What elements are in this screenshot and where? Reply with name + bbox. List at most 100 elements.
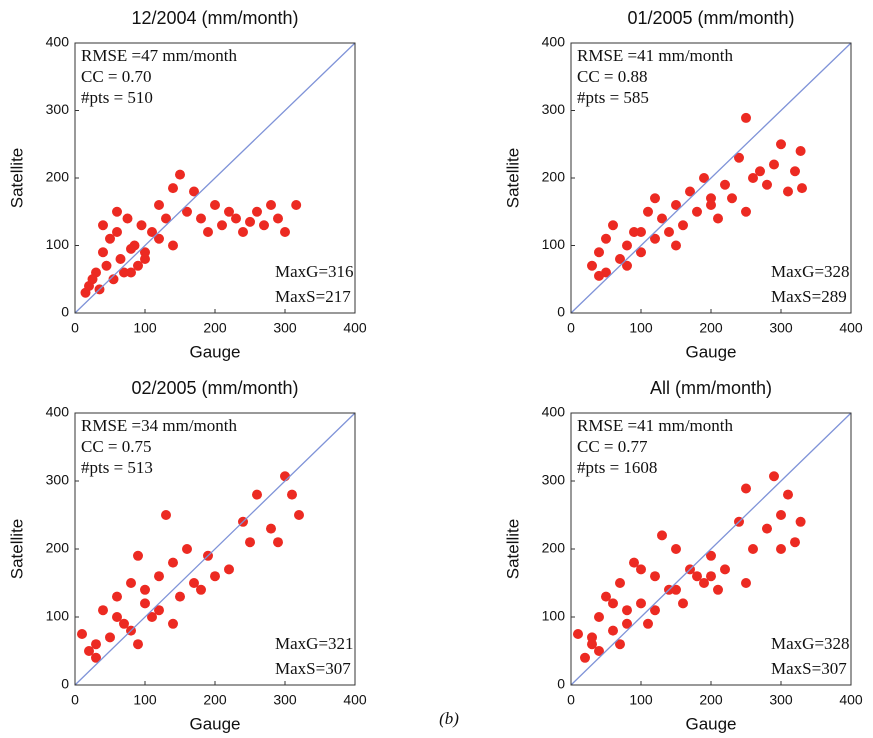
x-tick-label: 200 bbox=[203, 320, 227, 336]
one-to-one-line bbox=[74, 412, 356, 686]
point bbox=[650, 605, 660, 616]
point bbox=[168, 240, 178, 251]
annotation: MaxG=328 bbox=[771, 262, 850, 281]
point bbox=[650, 571, 660, 582]
point bbox=[629, 227, 639, 237]
point bbox=[140, 584, 150, 595]
annotation: RMSE =41 mm/month bbox=[577, 46, 733, 65]
x-tick-label: 200 bbox=[203, 692, 227, 708]
point bbox=[594, 612, 604, 622]
point bbox=[175, 591, 185, 602]
point bbox=[122, 213, 133, 224]
y-tick-label: 100 bbox=[542, 608, 566, 624]
x-tick-label: 0 bbox=[71, 692, 79, 708]
plot-frame bbox=[570, 412, 852, 686]
one-to-one-line bbox=[74, 42, 356, 314]
panel: 01/2005 (mm/month) Gauge Satellite 0 100 200 3… bbox=[503, 8, 862, 362]
point bbox=[734, 152, 744, 163]
point bbox=[266, 200, 276, 210]
point bbox=[713, 213, 723, 224]
y-tick-label: 200 bbox=[46, 540, 70, 556]
x-tick-label: 300 bbox=[273, 692, 297, 708]
point bbox=[762, 179, 772, 190]
point bbox=[133, 639, 143, 650]
point bbox=[720, 564, 730, 575]
point bbox=[755, 166, 765, 177]
x-tick-label: 100 bbox=[133, 692, 157, 708]
annotation: MaxS=217 bbox=[275, 287, 351, 306]
point bbox=[664, 227, 674, 237]
point bbox=[105, 632, 115, 643]
point bbox=[115, 254, 126, 264]
point bbox=[706, 550, 716, 561]
annotation: MaxG=321 bbox=[275, 634, 354, 653]
y-tick-label: 300 bbox=[46, 472, 70, 488]
point bbox=[657, 213, 667, 224]
x-axis-label: Gauge bbox=[685, 342, 736, 361]
x-tick-label: 400 bbox=[839, 320, 863, 336]
point bbox=[98, 247, 108, 258]
point bbox=[224, 206, 234, 217]
point bbox=[650, 233, 660, 244]
point bbox=[217, 220, 227, 231]
y-tick-label: 300 bbox=[542, 101, 566, 117]
point bbox=[182, 206, 192, 217]
point bbox=[168, 618, 178, 629]
point bbox=[168, 557, 178, 568]
y-axis-label: Satellite bbox=[7, 519, 26, 579]
y-tick-label: 100 bbox=[46, 236, 70, 252]
point bbox=[294, 510, 304, 520]
point bbox=[699, 173, 709, 183]
point bbox=[126, 578, 136, 588]
x-tick-label: 300 bbox=[273, 320, 297, 336]
point bbox=[154, 200, 164, 210]
annotation: RMSE =34 mm/month bbox=[81, 416, 237, 435]
point bbox=[741, 112, 751, 123]
point bbox=[636, 598, 646, 609]
point bbox=[77, 629, 87, 639]
point bbox=[259, 220, 269, 231]
point bbox=[280, 227, 290, 237]
point bbox=[594, 270, 604, 281]
point bbox=[84, 646, 94, 656]
y-axis-label: Satellite bbox=[7, 148, 26, 208]
point bbox=[608, 598, 618, 609]
point bbox=[108, 274, 119, 285]
y-tick-label: 0 bbox=[61, 304, 69, 320]
annotation: #pts = 585 bbox=[577, 88, 649, 107]
annotation: MaxG=328 bbox=[771, 634, 850, 653]
point bbox=[643, 206, 653, 217]
point bbox=[126, 267, 136, 278]
point bbox=[129, 240, 140, 251]
point bbox=[594, 247, 604, 258]
point bbox=[210, 571, 220, 582]
annotation: CC = 0.70 bbox=[81, 67, 152, 86]
point bbox=[650, 193, 660, 204]
point bbox=[119, 618, 129, 629]
point bbox=[112, 206, 122, 217]
y-tick-label: 400 bbox=[542, 34, 566, 50]
y-tick-label: 300 bbox=[542, 472, 566, 488]
point bbox=[636, 227, 646, 237]
point bbox=[189, 186, 199, 197]
point bbox=[622, 618, 632, 629]
point bbox=[147, 227, 157, 237]
panel-title: 02/2005 (mm/month) bbox=[131, 378, 298, 398]
plot-frame bbox=[74, 42, 356, 314]
point bbox=[273, 537, 283, 548]
point bbox=[671, 544, 681, 554]
point bbox=[615, 639, 625, 650]
point bbox=[91, 652, 101, 663]
one-to-one-line bbox=[570, 412, 852, 686]
point bbox=[161, 510, 171, 520]
point bbox=[587, 260, 597, 271]
point bbox=[252, 489, 262, 500]
point bbox=[273, 213, 283, 224]
point bbox=[678, 220, 688, 231]
annotation: #pts = 1608 bbox=[577, 458, 657, 477]
y-tick-label: 200 bbox=[542, 169, 566, 185]
point bbox=[783, 489, 793, 500]
point bbox=[245, 216, 255, 227]
point bbox=[608, 625, 618, 636]
y-tick-label: 300 bbox=[46, 101, 70, 117]
